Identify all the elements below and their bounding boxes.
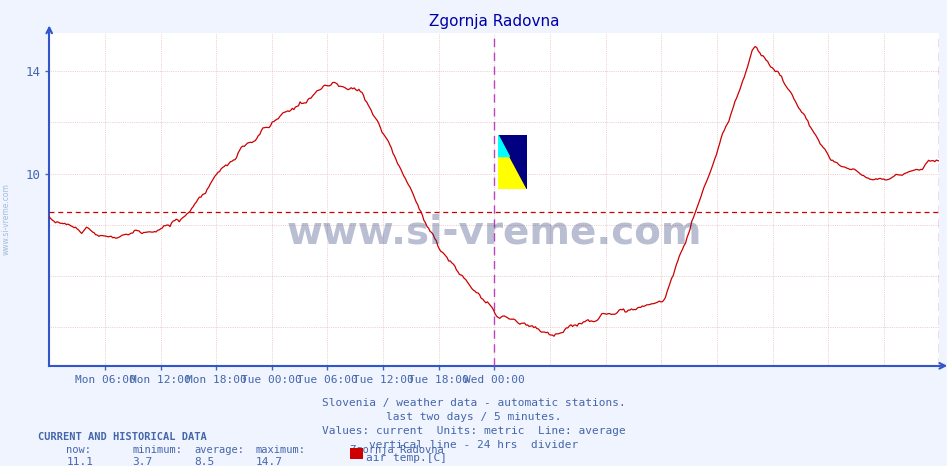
Text: maximum:: maximum: (256, 445, 306, 454)
Text: www.si-vreme.com: www.si-vreme.com (2, 183, 11, 255)
Text: Values: current  Units: metric  Line: average: Values: current Units: metric Line: aver… (322, 426, 625, 436)
Polygon shape (498, 135, 509, 157)
Text: average:: average: (194, 445, 244, 454)
Text: Slovenia / weather data - automatic stations.: Slovenia / weather data - automatic stat… (322, 398, 625, 408)
Polygon shape (498, 135, 527, 189)
Text: now:: now: (66, 445, 91, 454)
Text: CURRENT AND HISTORICAL DATA: CURRENT AND HISTORICAL DATA (38, 432, 206, 442)
Text: 11.1: 11.1 (66, 457, 94, 466)
Title: Zgornja Radovna: Zgornja Radovna (429, 14, 560, 29)
Text: 14.7: 14.7 (256, 457, 283, 466)
Text: 8.5: 8.5 (194, 457, 214, 466)
Polygon shape (498, 135, 527, 189)
Text: Zgornja Radovna: Zgornja Radovna (350, 445, 444, 454)
Text: 3.7: 3.7 (133, 457, 152, 466)
Text: last two days / 5 minutes.: last two days / 5 minutes. (385, 412, 562, 422)
Text: air temp.[C]: air temp.[C] (366, 453, 447, 463)
Text: vertical line - 24 hrs  divider: vertical line - 24 hrs divider (369, 440, 578, 450)
Text: www.si-vreme.com: www.si-vreme.com (287, 213, 702, 252)
Text: minimum:: minimum: (133, 445, 183, 454)
